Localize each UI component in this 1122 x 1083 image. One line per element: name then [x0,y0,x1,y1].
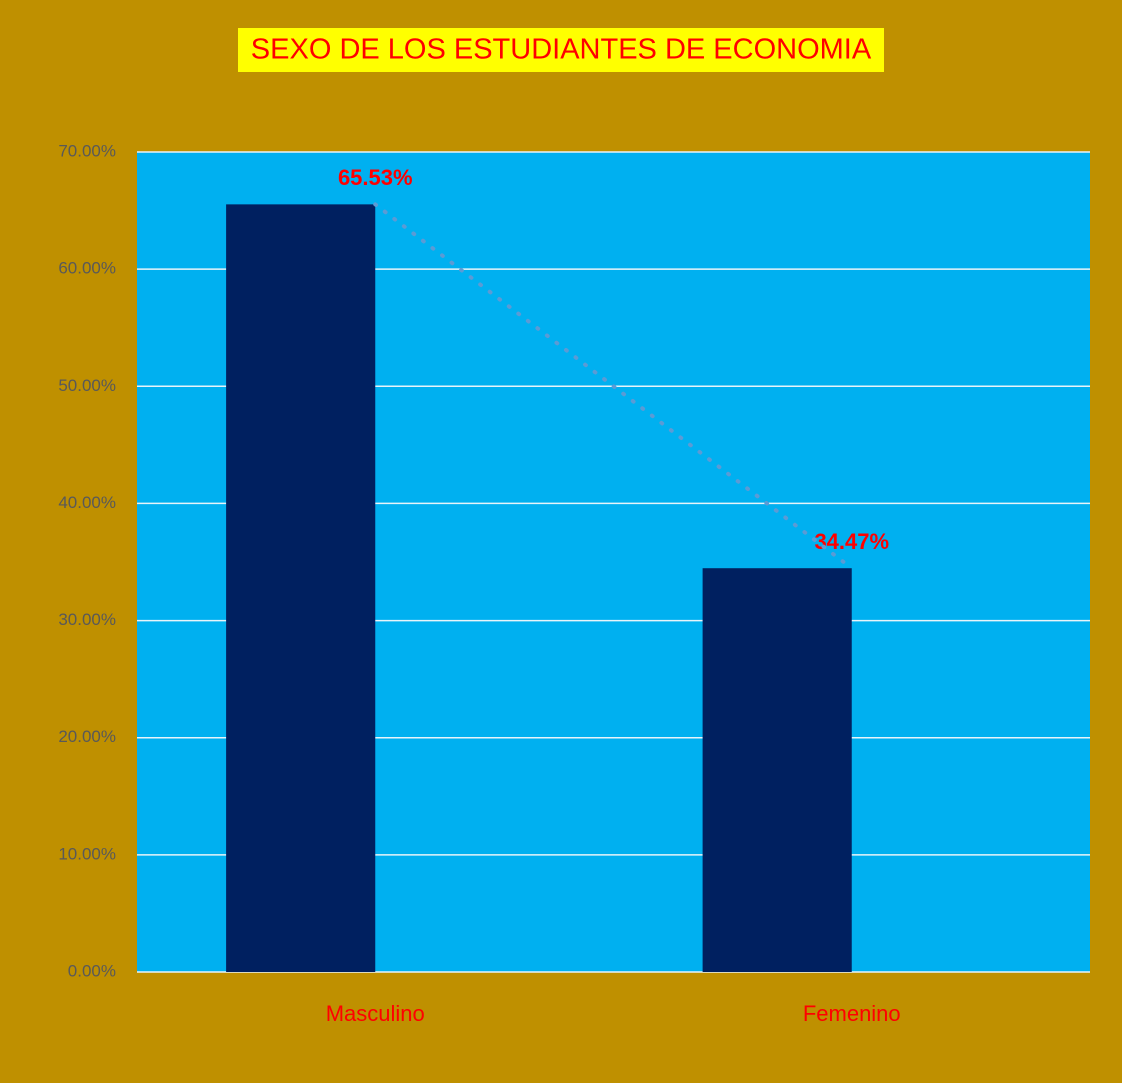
bar [226,204,376,972]
value-label: 65.53% [338,165,413,190]
y-tick-label: 10.00% [58,844,116,863]
bar [702,568,852,972]
x-tick-label: Masculino [326,1001,425,1026]
value-label: 34.47% [814,529,889,554]
y-tick-label: 20.00% [58,727,116,746]
chart-title: SEXO DE LOS ESTUDIANTES DE ECONOMIA [251,34,872,66]
y-tick-label: 40.00% [58,493,116,512]
y-tick-label: 0.00% [68,961,116,980]
x-tick-label: Femenino [803,1001,901,1026]
y-tick-label: 60.00% [58,259,116,278]
trendline [373,202,854,571]
title-background [238,28,884,72]
y-tick-label: 70.00% [58,141,116,160]
y-tick-label: 30.00% [58,610,116,629]
y-tick-label: 50.00% [58,376,116,395]
